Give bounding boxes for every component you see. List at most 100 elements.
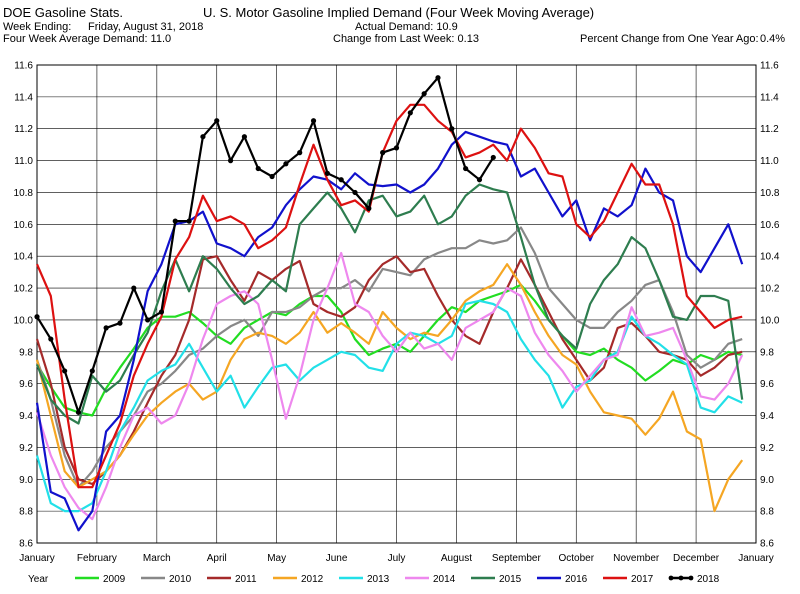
source-label: DOE Gasoline Stats. (3, 5, 123, 20)
y-tick-label-right: 9.4 (760, 411, 774, 422)
y-tick-label-right: 9.2 (760, 443, 774, 454)
point-2018 (158, 309, 165, 315)
y-tick-label-right: 9.6 (760, 379, 774, 390)
x-tick-label: August (441, 553, 472, 564)
x-tick-label: January (19, 553, 55, 564)
y-tick-label-right: 11.4 (760, 92, 779, 103)
point-2018 (241, 134, 248, 140)
point-2018 (269, 173, 275, 180)
x-tick-label: June (326, 553, 348, 564)
x-tick-label: February (77, 553, 117, 564)
percent-change-value: 0.4% (760, 33, 786, 45)
legend-label-2015: 2015 (499, 574, 522, 585)
y-tick-label-right: 10.0 (760, 315, 780, 326)
x-tick-label: November (613, 553, 660, 564)
series-line-2011 (35, 255, 743, 486)
legend-label-2013: 2013 (367, 574, 390, 585)
point-2018 (200, 134, 206, 140)
point-2018 (435, 75, 441, 81)
y-tick-label-left: 8.8 (19, 507, 33, 518)
y-tick-label-left: 10.4 (14, 252, 34, 263)
point-2018 (131, 285, 137, 291)
y-tick-label-left: 11.0 (14, 156, 33, 167)
point-2018 (463, 165, 469, 172)
point-2018 (338, 177, 344, 183)
y-tick-label-right: 11.6 (760, 61, 779, 72)
point-2018 (34, 314, 40, 320)
point-2018 (103, 325, 109, 331)
legend-label-2009: 2009 (103, 574, 126, 585)
point-2018 (48, 336, 54, 342)
y-tick-label-right: 8.8 (760, 507, 774, 518)
point-2018 (89, 368, 95, 374)
point-2018 (380, 150, 386, 156)
y-tick-label-right: 8.6 (760, 539, 774, 550)
point-2018 (255, 165, 261, 172)
y-tick-label-right: 9.0 (760, 475, 774, 486)
x-tick-label: December (673, 553, 720, 564)
point-2018 (310, 118, 317, 124)
y-tick-label-left: 11.4 (14, 92, 33, 103)
legend-marker-2018 (668, 575, 674, 581)
point-2018 (352, 189, 358, 196)
point-2018 (393, 145, 400, 151)
y-tick-label-left: 11.2 (14, 124, 33, 135)
y-tick-label-left: 9.2 (19, 443, 33, 454)
legend-label-2017: 2017 (631, 574, 654, 585)
y-tick-label-right: 10.8 (760, 188, 780, 199)
point-2018 (227, 158, 234, 164)
x-tick-label: October (558, 553, 594, 564)
point-2018 (490, 154, 496, 161)
change-from-last-week: Change from Last Week: 0.13 (333, 33, 479, 45)
y-tick-label-left: 9.6 (19, 379, 33, 390)
y-tick-label-left: 11.6 (14, 61, 33, 72)
legend-label-2010: 2010 (169, 574, 192, 585)
point-2018 (117, 320, 123, 326)
point-2018 (172, 218, 178, 224)
week-ending-value: Friday, August 31, 2018 (88, 21, 204, 33)
y-tick-label-left: 10.8 (14, 188, 34, 199)
x-tick-label: March (143, 553, 171, 564)
x-tick-label: September (492, 553, 542, 564)
legend-label-2012: 2012 (301, 574, 324, 585)
point-2018 (407, 110, 413, 116)
series-line-2014 (35, 251, 744, 521)
series-line-2017 (35, 103, 743, 489)
y-tick-label-left: 9.4 (19, 411, 33, 422)
legend-label-2018: 2018 (697, 574, 720, 585)
percent-change-label: Percent Change from One Year Ago: (580, 33, 759, 45)
y-tick-label-right: 9.8 (760, 347, 774, 358)
point-2018 (145, 317, 151, 323)
point-2018 (366, 205, 372, 211)
x-tick-label: July (388, 553, 406, 564)
y-tick-label-right: 11.2 (760, 124, 779, 135)
week-ending-label: Week Ending: (3, 21, 72, 33)
x-tick-label: May (267, 553, 286, 564)
series-line-2012 (35, 263, 744, 513)
legend-title: Year (28, 574, 49, 585)
series-line-2015 (35, 183, 744, 425)
actual-demand: Actual Demand: 10.9 (355, 21, 458, 33)
series-line-2009 (36, 283, 743, 417)
y-tick-label-right: 11.0 (760, 156, 779, 167)
point-2018 (62, 368, 68, 374)
x-tick-label: April (207, 553, 227, 564)
point-2018 (324, 170, 330, 176)
legend-marker-2018 (688, 575, 694, 581)
legend-label-2016: 2016 (565, 574, 588, 585)
point-2018 (214, 118, 220, 124)
y-tick-label-left: 10.0 (14, 315, 34, 326)
chart-title: U. S. Motor Gasoline Implied Demand (Fou… (203, 5, 595, 20)
point-2018 (421, 91, 427, 97)
legend-marker-2018 (678, 575, 684, 581)
x-tick-label: January (738, 553, 774, 564)
y-tick-label-left: 10.6 (14, 220, 34, 231)
y-tick-label-left: 10.2 (14, 284, 34, 295)
y-tick-label-right: 10.4 (760, 252, 780, 263)
y-tick-label-left: 9.8 (19, 347, 33, 358)
four-week-average: Four Week Average Demand: 11.0 (3, 33, 172, 45)
y-tick-label-left: 8.6 (19, 539, 33, 550)
point-2018 (297, 150, 303, 156)
series-line-2018 (36, 76, 495, 414)
